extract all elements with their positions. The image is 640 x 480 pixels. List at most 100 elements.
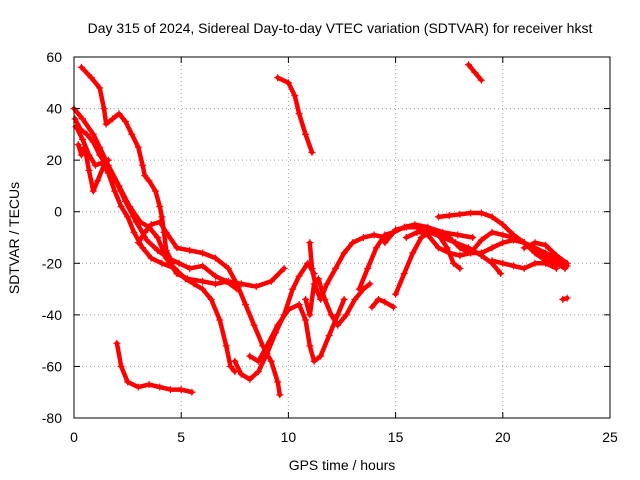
data-point-marker — [477, 76, 485, 84]
data-point-marker — [499, 231, 507, 239]
data-point-marker — [306, 342, 314, 350]
data-point-marker — [91, 161, 99, 169]
data-point-marker — [542, 259, 550, 267]
y-tick-label: 0 — [54, 204, 62, 220]
data-point-marker — [199, 285, 207, 293]
data-point-marker — [477, 209, 485, 217]
data-point-marker — [449, 259, 457, 267]
data-point-marker — [445, 234, 453, 241]
data-point-marker — [164, 254, 172, 262]
data-point-marker — [115, 110, 123, 118]
axis-ticks — [73, 56, 611, 419]
x-tick-label: 10 — [281, 429, 297, 445]
y-tick-labels: 60 40 20 0 -20 -40 -60 -80 — [42, 49, 62, 426]
data-point-marker — [510, 262, 518, 270]
data-point-marker — [113, 179, 121, 187]
data-point-marker — [531, 239, 539, 247]
data-point-marker — [190, 280, 198, 288]
data-point-marker — [162, 246, 170, 254]
data-point-marker — [141, 172, 149, 180]
data-point-marker — [471, 68, 479, 76]
data-point-marker — [452, 239, 460, 247]
data-point-marker — [342, 311, 350, 319]
data-point-marker — [314, 275, 322, 283]
data-point-marker — [186, 246, 194, 254]
data-point-marker — [81, 143, 89, 151]
data-point-marker — [434, 228, 442, 236]
data-point-marker — [520, 264, 528, 272]
data-point-marker — [317, 352, 325, 360]
data-point-marker — [276, 391, 284, 399]
data-point-marker — [250, 321, 258, 329]
data-point-marker — [111, 187, 119, 195]
data-point-marker — [417, 234, 425, 241]
data-point-marker — [280, 264, 288, 272]
data-point-marker — [542, 241, 550, 249]
data-markers — [70, 61, 571, 399]
data-point-marker — [100, 161, 108, 169]
x-axis-label: GPS time / hours — [289, 457, 396, 473]
data-point-marker — [254, 357, 262, 365]
data-point-marker — [181, 275, 189, 283]
x-tick-labels: 0 5 10 15 20 25 — [70, 429, 618, 445]
data-point-marker — [212, 272, 220, 280]
data-point-marker — [334, 321, 342, 329]
data-point-marker — [310, 280, 318, 288]
data-point-marker — [212, 254, 220, 262]
data-point-marker — [349, 239, 357, 247]
data-point-marker — [306, 311, 314, 319]
data-point-marker — [340, 249, 348, 257]
y-tick-label: 40 — [46, 101, 62, 117]
data-point-marker — [445, 249, 453, 257]
y-tick-label: -60 — [42, 358, 62, 374]
data-point-marker — [280, 311, 288, 319]
data-point-marker — [366, 280, 374, 288]
data-point-marker — [488, 213, 496, 221]
data-point-marker — [224, 264, 232, 272]
data-point-marker — [308, 264, 316, 272]
data-point-marker — [113, 339, 121, 347]
data-point-marker — [141, 228, 149, 236]
data-point-marker — [531, 259, 539, 267]
data-point-marker — [295, 110, 303, 118]
data-point-marker — [121, 117, 129, 125]
data-point-marker — [246, 375, 254, 383]
chart-title: Day 315 of 2024, Sidereal Day-to-day VTE… — [88, 20, 593, 36]
data-point-marker — [79, 136, 87, 144]
series-arc-14-line — [369, 297, 396, 310]
data-point-marker — [147, 254, 155, 262]
data-point-marker — [199, 249, 207, 257]
data-point-marker — [355, 285, 363, 293]
data-point-marker — [456, 210, 464, 218]
data-point-marker — [400, 270, 408, 278]
data-point-marker — [454, 231, 462, 239]
plot-frame — [73, 56, 611, 419]
data-point-marker — [89, 138, 97, 146]
data-point-marker — [351, 295, 359, 303]
data-point-marker — [212, 280, 220, 288]
series-arc-2-line — [72, 116, 240, 292]
data-point-marker — [252, 282, 260, 290]
data-point-marker — [499, 239, 507, 247]
data-point-marker — [130, 228, 138, 236]
data-point-marker — [156, 203, 164, 211]
data-point-marker — [89, 130, 97, 138]
data-point-marker — [434, 213, 442, 221]
data-point-marker — [199, 262, 207, 270]
data-point-marker — [381, 231, 389, 239]
data-point-marker — [381, 239, 389, 247]
data-point-marker — [96, 84, 104, 92]
grid-lines — [74, 57, 610, 418]
data-point-marker — [443, 244, 451, 252]
data-point-marker — [134, 143, 142, 151]
data-point-marker — [231, 368, 239, 376]
data-point-marker — [488, 228, 496, 236]
data-point-marker — [402, 234, 410, 241]
data-point-marker — [124, 378, 132, 386]
data-point-marker — [134, 383, 142, 391]
data-point-marker — [402, 223, 410, 231]
y-tick-label: -40 — [42, 307, 62, 323]
data-point-marker — [284, 79, 292, 87]
data-point-marker — [510, 231, 518, 239]
data-point-marker — [216, 316, 224, 324]
